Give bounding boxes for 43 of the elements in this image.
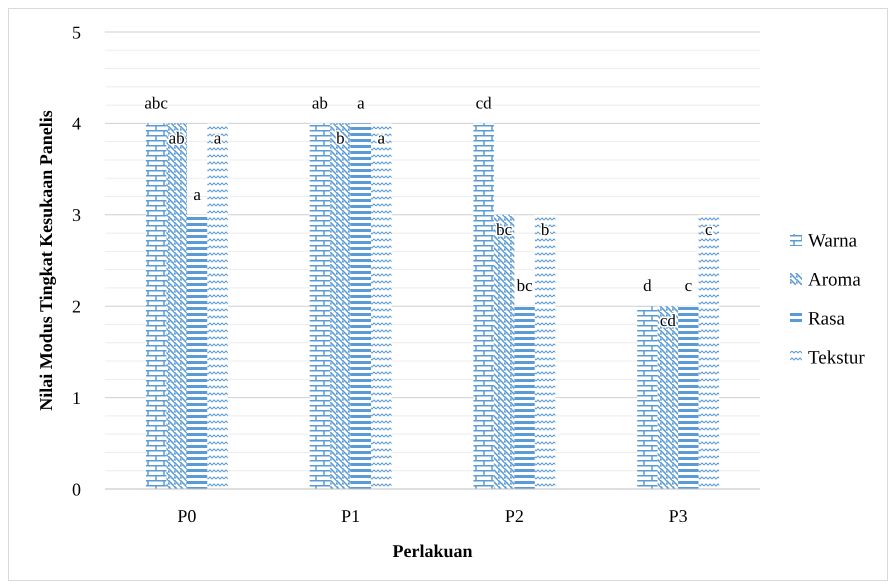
- y-tick-label: 3: [72, 205, 81, 226]
- x-tick-label: P0: [177, 506, 196, 526]
- x-axis-title: Perlakuan: [392, 541, 473, 561]
- y-tick-label: 2: [72, 296, 81, 316]
- bar: [186, 214, 208, 489]
- data-label: ab: [312, 93, 328, 112]
- legend-label: Warna: [808, 230, 858, 252]
- bar: [330, 123, 351, 489]
- legend-label: Tekstur: [808, 348, 866, 369]
- y-tick-label: 1: [72, 388, 81, 408]
- bar: [514, 306, 535, 489]
- x-tick-label: P3: [668, 506, 688, 526]
- data-label: d: [643, 276, 652, 296]
- data-label: bc: [496, 220, 513, 239]
- legend-label: Rasa: [808, 308, 846, 330]
- data-label: b: [336, 128, 345, 148]
- data-label: a: [357, 93, 366, 112]
- y-axis-title: Nilai Modus Tingkat Kesukaan Panelis: [36, 110, 56, 411]
- x-tick-label: P1: [341, 506, 360, 526]
- bar: [371, 123, 392, 489]
- x-tick-label: P2: [504, 506, 524, 526]
- data-label: a: [193, 184, 202, 204]
- y-tick-label: 0: [72, 479, 81, 500]
- bar: [534, 214, 556, 489]
- data-label: abc: [144, 93, 168, 112]
- data-label: c: [684, 276, 693, 296]
- bar: [207, 123, 228, 489]
- bar: [678, 306, 699, 489]
- data-label: bc: [516, 276, 534, 296]
- bar: [350, 123, 372, 489]
- bar: [473, 123, 494, 489]
- bar: [310, 123, 330, 489]
- bar: [166, 123, 187, 489]
- y-tick-label: 4: [72, 114, 81, 134]
- bar: [658, 306, 678, 489]
- bar: [637, 306, 658, 489]
- legend-label: Aroma: [808, 270, 862, 291]
- data-label: cd: [476, 93, 492, 112]
- bar: [494, 214, 514, 489]
- y-tick-label: 5: [72, 22, 81, 42]
- bar: [146, 123, 166, 489]
- data-label: ab: [168, 128, 185, 148]
- bar: [698, 214, 720, 489]
